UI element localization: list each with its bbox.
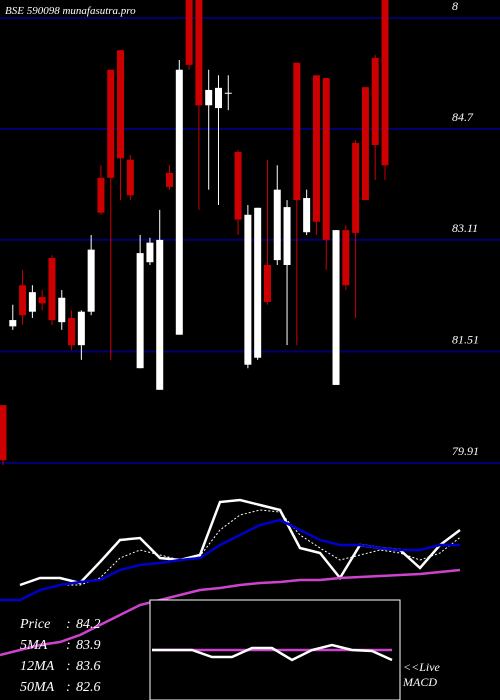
- candle-body: [175, 69, 183, 335]
- y-tick-label: 81.51: [452, 332, 479, 346]
- candle-body: [312, 75, 320, 222]
- candle-body: [146, 242, 154, 263]
- candle-body: [254, 207, 262, 358]
- candle-body: [117, 50, 125, 159]
- candle-body: [19, 285, 27, 316]
- candle-body: [48, 258, 56, 321]
- candle-body: [28, 292, 36, 312]
- legend-separator: :: [66, 680, 71, 695]
- candle-body: [58, 297, 66, 323]
- candle-body: [107, 69, 115, 178]
- legend-value: 84.2: [76, 617, 101, 632]
- legend-value: 82.6: [76, 680, 101, 695]
- candle-body: [38, 297, 46, 304]
- legend-value: 83.6: [76, 659, 101, 674]
- candle-body: [224, 92, 232, 94]
- y-tick-label: 83.11: [452, 221, 478, 235]
- legend-name: 50MA: [20, 680, 55, 695]
- candle-body: [87, 249, 95, 312]
- candle-body: [361, 87, 369, 201]
- candle-body: [185, 0, 193, 65]
- candle-body: [156, 239, 164, 390]
- candle-body: [195, 0, 203, 106]
- candle-body: [283, 207, 291, 265]
- candle-body: [68, 317, 76, 346]
- macd-annotation: <<Live: [403, 660, 441, 674]
- candle-body: [77, 311, 85, 346]
- candle-panel: 8 84.7 83.11 81.51 79.91: [0, 0, 500, 466]
- indicator-panel: [0, 498, 461, 657]
- candle-body: [244, 214, 252, 365]
- candle-body: [293, 62, 301, 201]
- legend-separator: :: [66, 659, 71, 674]
- chart-title: BSE 590098 munafasutra.pro: [5, 5, 136, 17]
- series-line: [0, 568, 461, 657]
- legend-name: 12MA: [20, 659, 55, 674]
- candle-body: [214, 87, 222, 109]
- candle-body: [381, 0, 389, 166]
- legend-separator: :: [66, 617, 71, 632]
- legend-name: Price: [19, 617, 50, 632]
- y-tick-label: 8: [452, 0, 458, 13]
- candle-body: [126, 159, 134, 196]
- candle-body: [371, 57, 379, 146]
- candle-body: [273, 189, 281, 261]
- candle-body: [166, 172, 174, 187]
- legend-separator: :: [66, 638, 71, 653]
- candle-body: [234, 152, 242, 220]
- candle-body: [322, 78, 330, 240]
- y-tick-label: 79.91: [452, 444, 479, 458]
- candle-body: [352, 142, 360, 233]
- legend-name: 5MA: [20, 638, 48, 653]
- candle-body: [332, 230, 340, 385]
- macd-panel: [149, 599, 401, 700]
- series-line: [152, 643, 393, 662]
- series-line: [39, 509, 461, 591]
- candle-body: [97, 177, 105, 213]
- legend-value: 83.9: [76, 638, 101, 653]
- candle-body: [342, 230, 350, 286]
- candle-body: [205, 89, 213, 106]
- candle-body: [0, 405, 7, 461]
- series-line: [0, 518, 460, 602]
- candle-body: [263, 264, 271, 302]
- y-tick-label: 84.7: [452, 110, 474, 124]
- candle-body: [9, 320, 17, 327]
- candle-body: [136, 253, 144, 369]
- macd-title: MACD: [402, 675, 437, 689]
- candle-body: [303, 198, 311, 233]
